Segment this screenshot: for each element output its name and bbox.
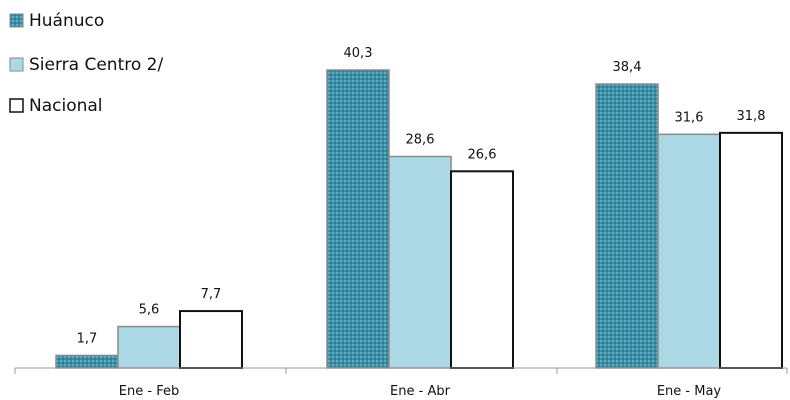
x-tick-label-3: Ene - May [657, 384, 722, 399]
legend: Huánuco Sierra Centro 2/Nacional [9, 11, 163, 116]
data-label-2-3: 31,6 [675, 110, 704, 125]
legend-label-2: Sierra Centro 2/ [29, 55, 163, 75]
legend-swatch-3 [9, 98, 24, 113]
legend-swatch-2 [9, 57, 24, 72]
bars-layer [55, 69, 783, 370]
data-label-2-1: 5,6 [139, 303, 160, 318]
bar-3-1 [179, 310, 243, 370]
legend-swatch-1 [9, 13, 24, 28]
data-label-3-1: 7,7 [201, 287, 222, 302]
x-axis: Ene - Feb Ene - Abr Ene - May [14, 367, 788, 399]
x-tick-label-2: Ene - Abr [390, 384, 451, 399]
bar-2-2 [388, 155, 452, 369]
bar-2-3 [657, 133, 721, 369]
bar-2-1 [117, 325, 181, 369]
data-label-2-2: 28,6 [406, 133, 435, 148]
bar-3-2 [450, 170, 514, 369]
bar-1-3 [595, 83, 659, 369]
data-labels-layer: 1,7 40,3 38,4 5,6 28,6 31,6 7,7 26,6 31,8 [77, 46, 766, 346]
legend-label-3: Nacional [29, 96, 103, 116]
x-tick-label-1: Ene - Feb [119, 384, 179, 399]
bar-1-2 [326, 69, 390, 369]
data-label-3-3: 31,8 [737, 109, 766, 124]
data-label-1-3: 38,4 [613, 60, 642, 75]
bar-3-3 [719, 131, 783, 369]
bar-1-1 [55, 354, 119, 369]
data-label-3-2: 26,6 [468, 147, 497, 162]
data-label-1-2: 40,3 [344, 46, 373, 61]
data-label-1-1: 1,7 [77, 331, 98, 346]
legend-label-1: Huánuco [29, 11, 104, 31]
